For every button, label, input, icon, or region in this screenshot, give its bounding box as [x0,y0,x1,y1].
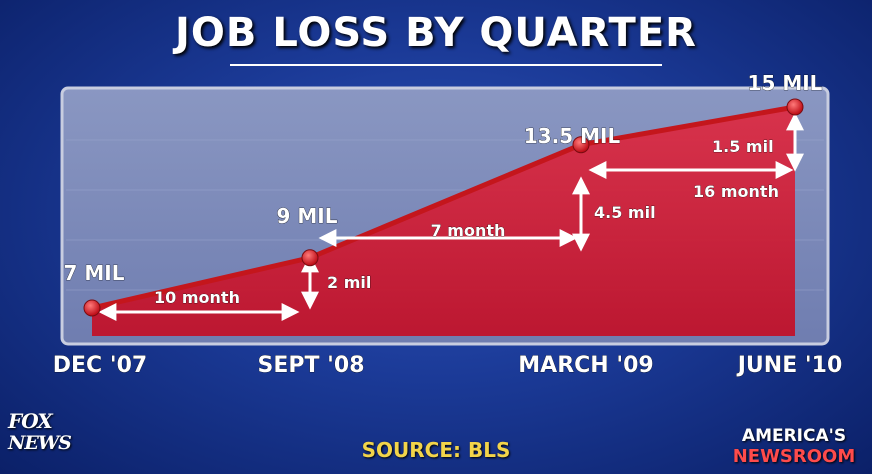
duration-label-0: 10 month [154,288,240,307]
chart-title: JOB LOSS BY QUARTER [175,10,697,56]
value-label-3: 15 MIL [748,71,823,95]
logo-line1: FOX [8,409,53,433]
duration-label-2: 16 month [693,182,779,201]
data-point-3 [786,98,804,116]
change-label-2: 1.5 mil [712,137,774,156]
show-logo: AMERICA'S NEWSROOM [724,426,864,467]
duration-label-1: 7 month [431,221,506,240]
x-tick-label-0: DEC '07 [53,353,147,378]
trend-line [91,104,796,311]
value-label-1: 9 MIL [277,204,338,228]
value-label-2: 13.5 MIL [524,124,621,148]
show-line2: NEWSROOM [732,446,856,467]
network-logo: FOX NEWS [8,410,130,466]
show-line1: AMERICA'S [741,426,847,446]
logo-line2: NEWS [8,432,72,454]
change-label-0: 2 mil [327,273,371,292]
x-tick-label-2: MARCH '09 [518,353,653,378]
value-label-0: 7 MIL [64,261,125,285]
title-underline [230,64,662,66]
x-tick-label-1: SEPT '08 [257,353,364,378]
source-label: SOURCE: BLS [361,438,511,462]
data-point-2 [572,136,590,154]
change-label-1: 4.5 mil [594,203,656,222]
data-point-1 [301,249,319,267]
data-point-0 [83,299,101,317]
x-tick-label-3: JUNE '10 [736,353,843,378]
